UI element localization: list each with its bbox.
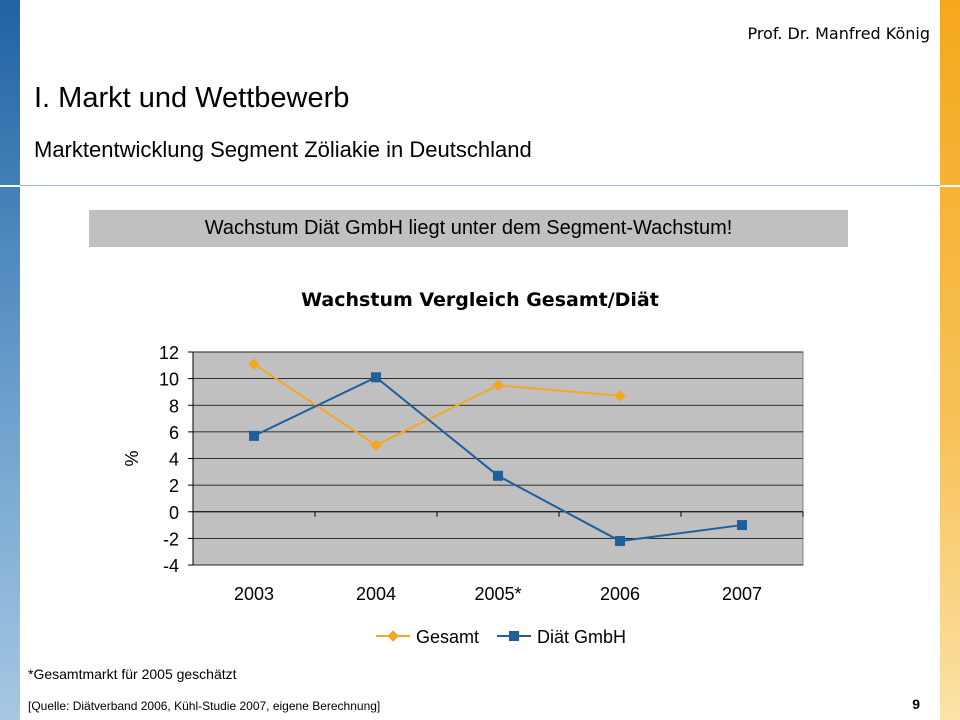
y-tick-label: 10 [159,370,179,390]
y-tick-label: 0 [169,503,179,523]
y-tick-label: 12 [159,343,179,363]
series-diaet-gmbh [249,372,747,547]
right-accent-bar [940,0,960,720]
chart-title: Wachstum Vergleich Gesamt/Diät [301,289,659,311]
left-bar-divider [0,185,20,187]
x-tick-label: 2005* [474,584,521,604]
data-point [737,520,747,531]
data-point [493,470,503,481]
legend-marker [387,630,399,642]
series-lines [248,358,747,547]
x-tick-label: 2003 [234,584,274,604]
key-message-banner: Wachstum Diät GmbH liegt unter dem Segme… [89,210,848,247]
legend-entry: Gesamt [376,627,479,647]
data-point [249,430,259,441]
legend-label: Gesamt [416,627,479,647]
data-point [370,439,382,451]
x-tick-label: 2007 [722,584,762,604]
left-accent-bar [0,0,20,720]
slide-subtitle: Marktentwicklung Segment Zöliakie in Deu… [34,137,532,162]
y-axis-label: % [122,450,142,466]
y-tick-label: 4 [169,450,179,470]
data-point [614,390,626,402]
legend: Gesamt Diät GmbH [376,627,626,647]
axes: 12 10 8 6 4 2 0 -2 -4 2003 2004 2005* 2006 2007% [122,343,804,604]
header-rule [20,185,940,186]
author-name: Prof. Dr. Manfred König [747,24,930,43]
legend-label: Diät GmbH [537,627,626,647]
series-gesamt [248,358,626,451]
source-citation: [Quelle: Diätverband 2006, Kühl-Studie 2… [28,699,381,713]
x-tick-label: 2004 [356,584,396,604]
footnote: *Gesamtmarkt für 2005 geschätzt [28,666,237,682]
data-point [492,379,504,391]
data-point [615,536,625,547]
series-line [253,363,621,447]
x-tick-label: 2006 [600,584,640,604]
legend-marker [509,631,519,641]
y-tick-label: -4 [163,556,179,576]
right-bar-divider [940,185,960,187]
data-point [248,358,260,370]
data-point [371,372,381,383]
y-tick-label: 2 [169,476,179,496]
slide-title: I. Markt und Wettbewerb [34,82,350,114]
y-tick-label: -2 [163,529,179,549]
page-number: 9 [912,696,920,712]
y-tick-label: 8 [169,396,179,416]
legend-entry: Diät GmbH [497,627,626,647]
y-tick-label: 6 [169,423,179,443]
